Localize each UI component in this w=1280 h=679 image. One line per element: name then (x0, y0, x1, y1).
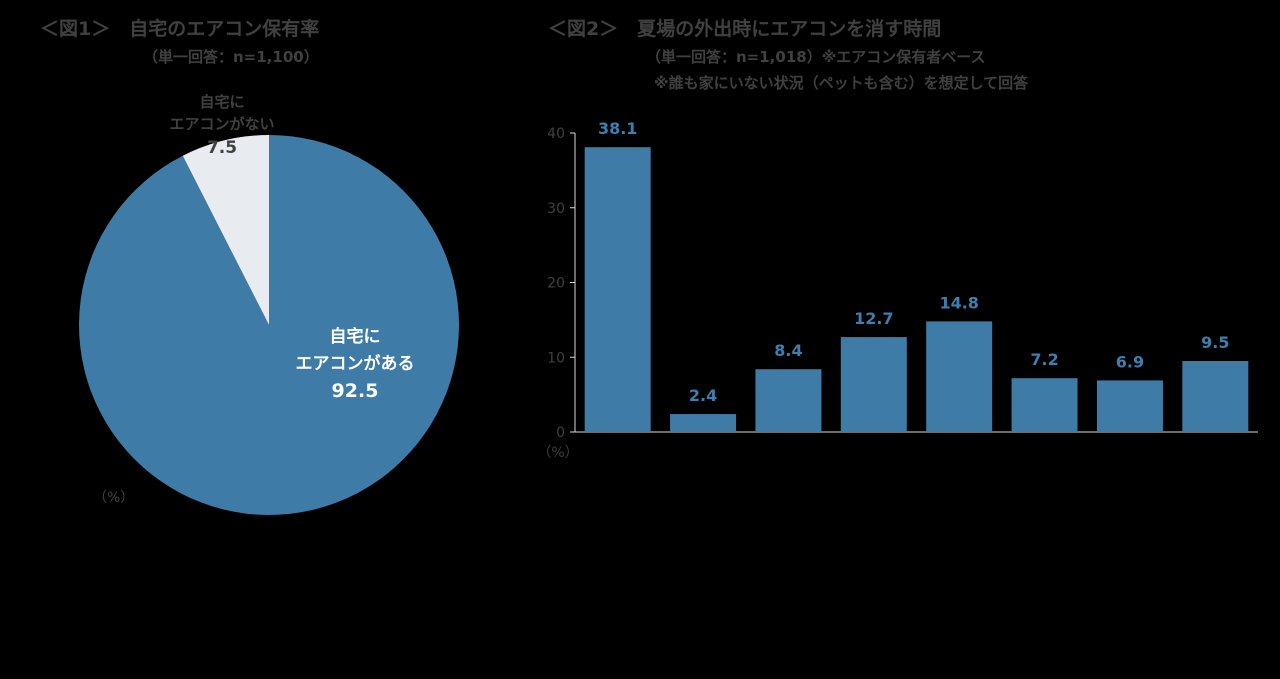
bar-2 (670, 414, 737, 432)
bar-value-label-7: 6.9 (1116, 352, 1144, 371)
bar-6 (1011, 378, 1078, 432)
y-tick-label: 40 (547, 126, 565, 142)
y-tick-label: 20 (547, 276, 565, 292)
y-tick-label: 30 (547, 201, 565, 217)
pie-label-has-line1: 自宅に (330, 326, 381, 347)
bar-value-label-3: 8.4 (774, 341, 802, 360)
pie-slice-has-aircon (78, 135, 460, 515)
y-tick-label: 0 (556, 425, 565, 441)
bar-8 (1182, 360, 1249, 432)
bar-value-label-5: 14.8 (939, 293, 978, 312)
bar-value-label-1: 38.1 (598, 119, 637, 138)
fig2-note-sample: （単一回答：n=1,018）※エアコン保有者ベース (646, 48, 986, 66)
fig1-unit: （%） (93, 490, 135, 506)
pie-label-has-line2: エアコンがある (296, 353, 415, 374)
fig2-note-condition: ※誰も家にいない状況（ペットも含む）を想定して回答 (654, 74, 1029, 92)
bar-7 (1096, 380, 1163, 432)
fig1-note: （単一回答：n=1,100） (143, 48, 319, 66)
y-axis-unit: （%） (537, 445, 578, 461)
bar-value-label-8: 9.5 (1201, 333, 1229, 352)
pie-value-none: 7.5 (207, 138, 237, 158)
bar-value-label-6: 7.2 (1030, 350, 1058, 369)
bar-3 (755, 369, 822, 432)
pie-label-none-line1: 自宅に (199, 93, 244, 111)
bar-4 (840, 337, 907, 432)
bar-value-label-4: 12.7 (854, 309, 893, 328)
bar-chart: 0 10 20 30 40 38.1 2.4 8.4 12.7 14.8 7.2 6.9 9.5 （%… (537, 119, 1258, 461)
pie-slice-no-aircon (182, 135, 269, 325)
bar-1 (584, 147, 651, 432)
fig1-title: ＜図1＞ 自宅のエアコン保有率 (40, 18, 320, 40)
pie-label-none-line2: エアコンがない (169, 115, 274, 133)
bar-5 (926, 321, 993, 432)
y-tick-label: 10 (547, 350, 565, 366)
fig2-title: ＜図2＞ 夏場の外出時にエアコンを消す時間 (548, 18, 942, 40)
pie-chart: 自宅に エアコンがある 92.5 自宅に エアコンがない 7.5 (78, 93, 460, 515)
pie-value-has: 92.5 (332, 380, 379, 402)
bar-value-label-2: 2.4 (689, 386, 717, 405)
